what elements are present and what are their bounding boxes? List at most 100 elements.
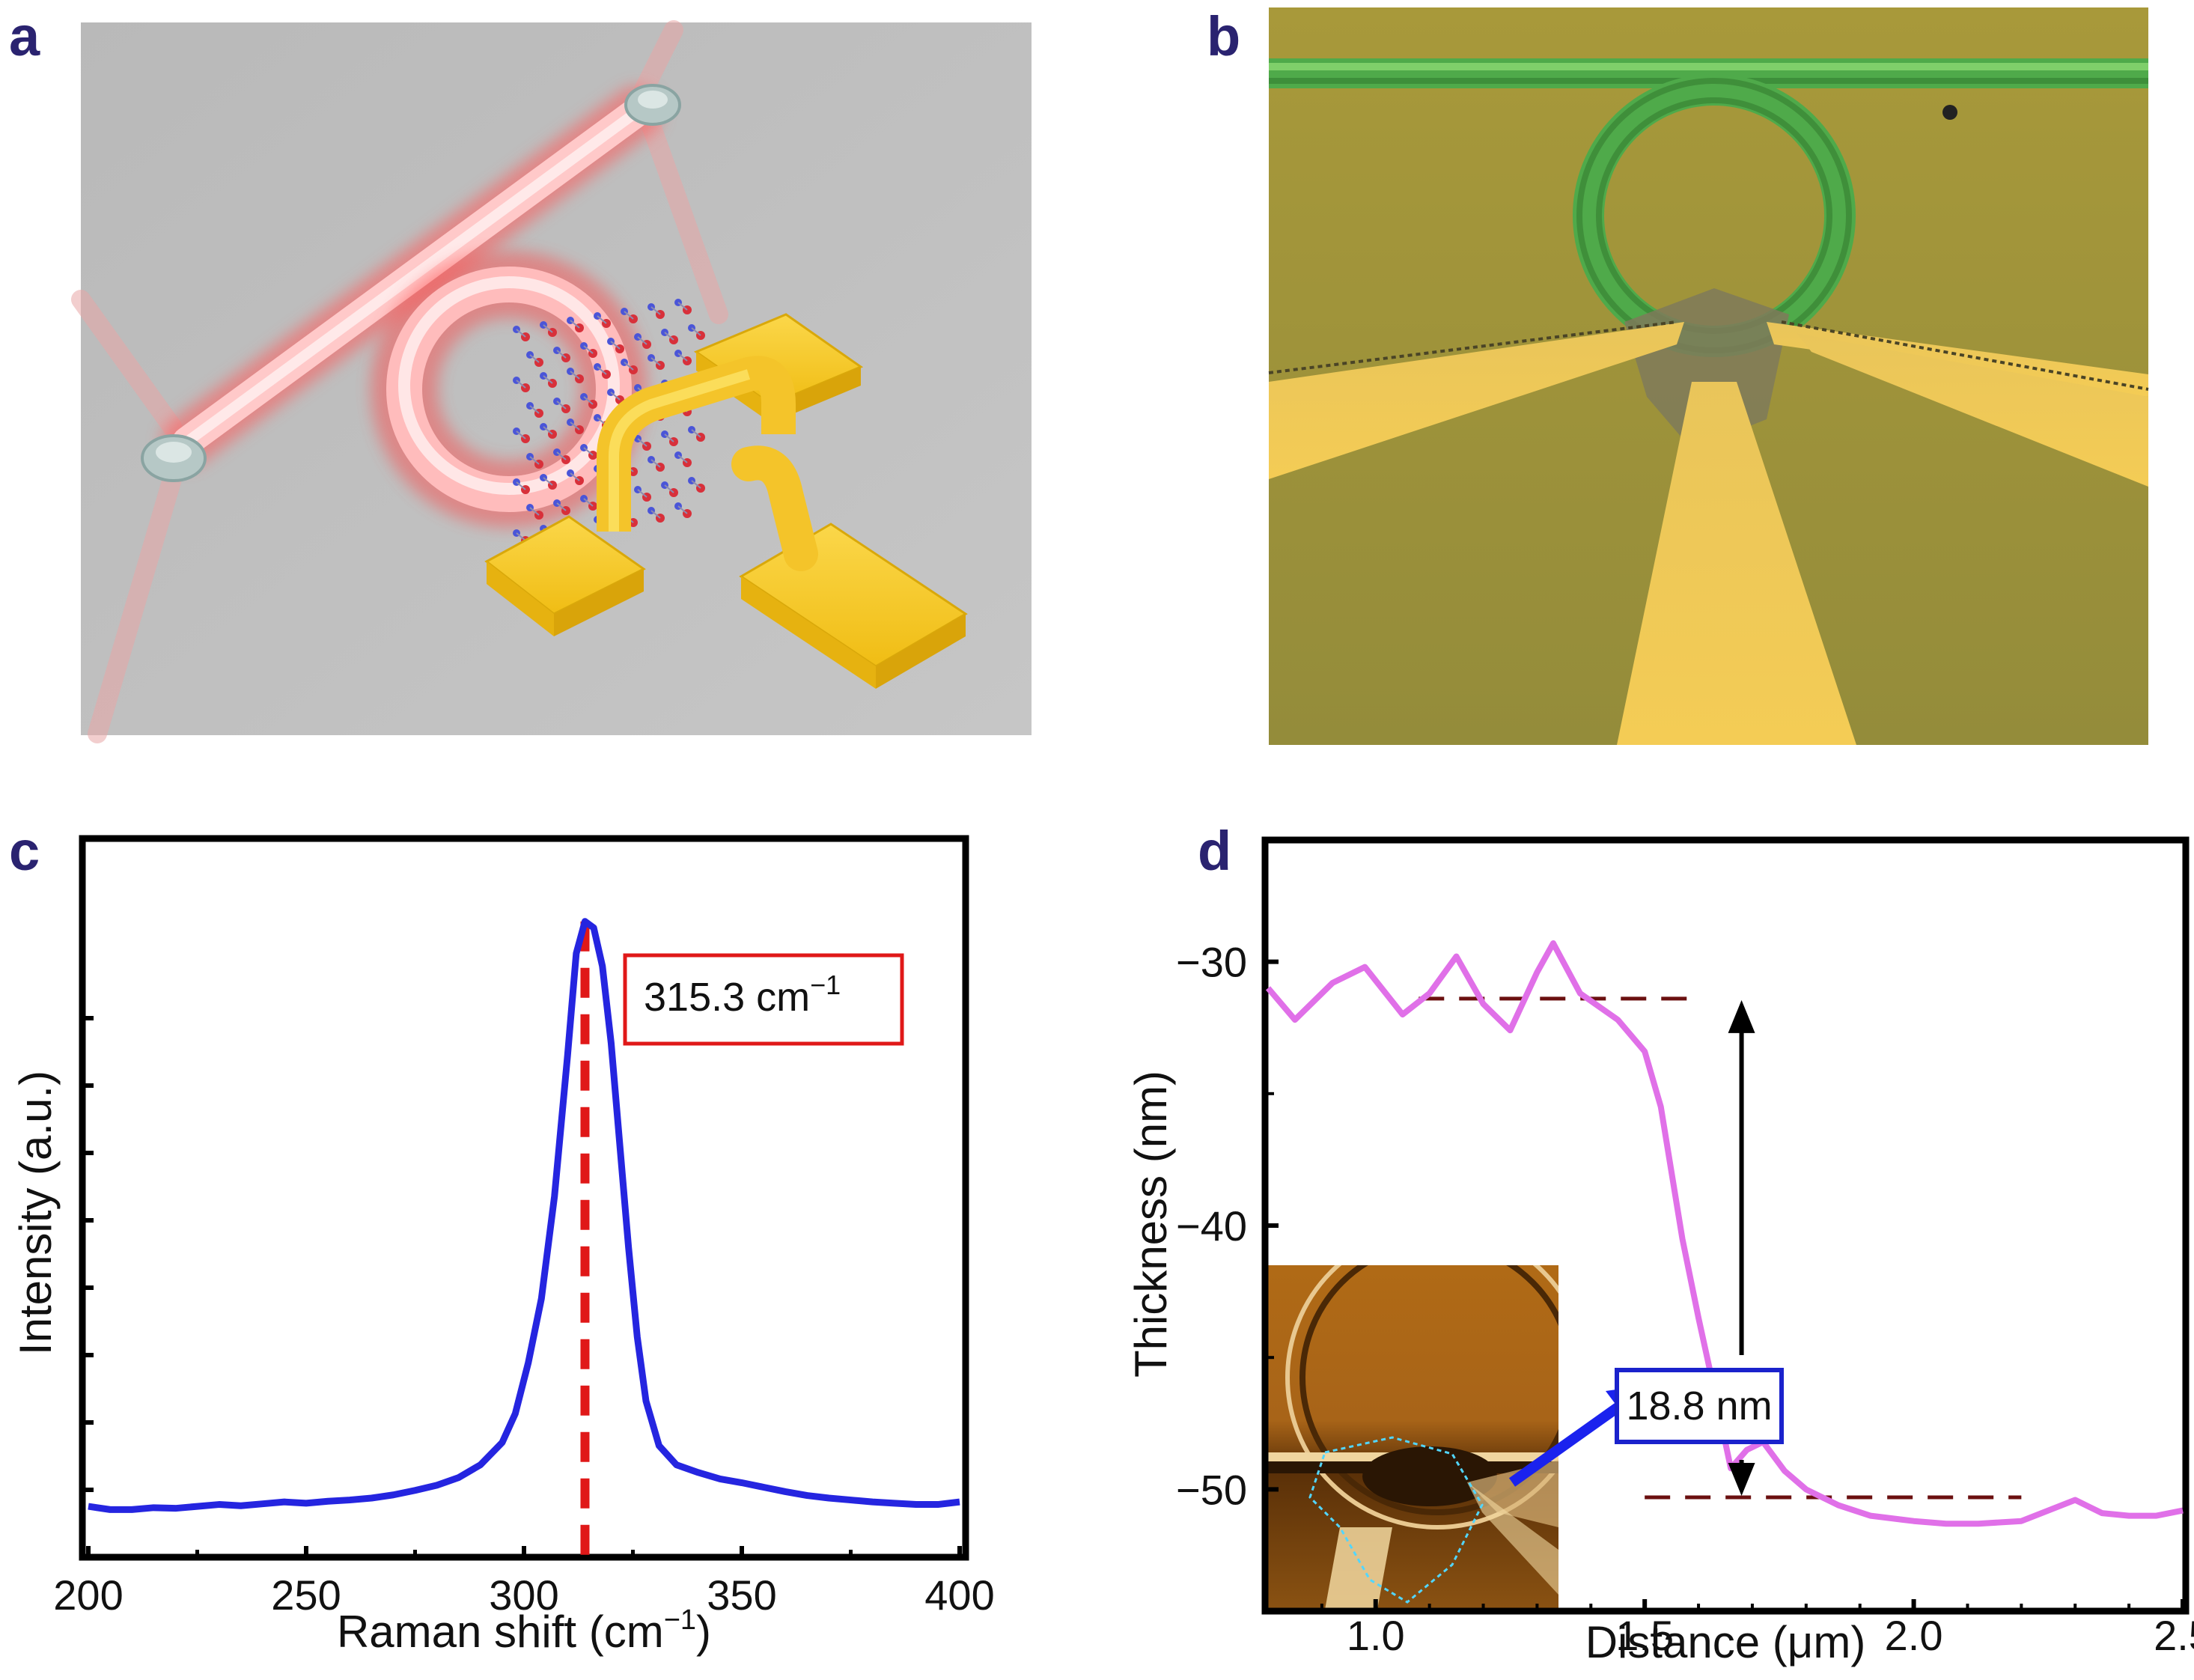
optical-micrograph — [1268, 7, 2149, 745]
lattice-bond — [610, 392, 621, 401]
panel-b: b — [1198, 0, 2194, 749]
panel-label-b: b — [1207, 5, 1241, 67]
lattice-bond — [624, 311, 634, 320]
raman-x-tick-label: 350 — [707, 1571, 776, 1619]
micrograph-dust — [1942, 105, 1957, 120]
lattice-bond — [543, 375, 553, 384]
raman-peak-label: 315.3 cm−1 — [644, 970, 841, 1020]
lattice-bond — [516, 532, 526, 541]
afm-step-arrows — [1728, 999, 1755, 1496]
afm-y-tick-label: −30 — [1176, 939, 1247, 986]
coupler-right — [624, 84, 681, 126]
lattice-bond — [516, 430, 526, 439]
lattice-bond — [664, 433, 674, 442]
lattice-bond — [570, 421, 580, 430]
lattice-bond — [677, 505, 688, 514]
raman-spectrum-line — [88, 918, 960, 1513]
lattice-bond — [543, 426, 553, 435]
coupler-left — [141, 434, 207, 482]
afm-y-tick-label: −50 — [1176, 1466, 1247, 1513]
afm-thickness-line — [1265, 940, 2184, 1527]
lattice-bond — [677, 302, 688, 311]
lattice-bond — [570, 371, 580, 380]
lattice-bond — [650, 306, 661, 315]
afm-arrowhead-lower — [1728, 1462, 1755, 1496]
panel-c: c 200 250 300 350 400 315.3 cm−1 Intensity (… — [0, 809, 1063, 1680]
raman-x-tick-label: 300 — [489, 1571, 558, 1619]
raman-x-axis-title: Raman shift (cm−1) — [337, 1604, 711, 1657]
afm-x-tick-labels: 1.0 1.5 2.0 2.5 — [1347, 1612, 2194, 1659]
lattice-bond — [691, 429, 701, 438]
raman-x-tick-label: 400 — [924, 1571, 994, 1619]
raman-x-tick-labels: 200 250 300 350 400 — [53, 1571, 994, 1619]
flake-outline — [1308, 1436, 1484, 1604]
lattice-bond — [543, 477, 553, 486]
afm-thickness-label: 18.8 nm — [1626, 1384, 1772, 1428]
afm-x-tick-label: 1.5 — [1615, 1612, 1674, 1659]
afm-chart: 1.0 1.5 2.0 2.5 −30 −40 −50 18.8 nm Thickness… — [1126, 836, 2194, 1667]
lattice-bond — [624, 362, 634, 371]
afm-inset-pointer-arrow — [1508, 1396, 1632, 1487]
afm-x-tick-label: 2.0 — [1885, 1612, 1943, 1659]
lattice-bond — [529, 507, 540, 516]
lattice-bond — [650, 510, 661, 519]
raman-peak-label-box — [623, 953, 904, 1046]
lattice-bond — [664, 484, 674, 493]
raman-chart: 200 250 300 350 400 315.3 cm−1 Intensity (a.… — [10, 835, 995, 1657]
ring-resonator — [371, 251, 647, 528]
lattice-bond — [529, 405, 540, 414]
lattice-bond — [543, 324, 553, 333]
panel-label-a: a — [9, 5, 40, 67]
lattice-bond — [583, 498, 594, 507]
lattice-bond — [597, 366, 607, 375]
lattice-bond — [664, 332, 674, 341]
lattice-bond — [556, 451, 567, 460]
panel-label-c: c — [9, 820, 40, 882]
afm-x-tick-label: 1.0 — [1347, 1612, 1405, 1659]
raman-x-tick-label: 250 — [271, 1571, 341, 1619]
lattice-bond — [610, 341, 621, 350]
lattice-bond — [529, 354, 540, 363]
panel-d: d — [1078, 809, 2194, 1680]
afm-x-axis-title: Distance (μm) — [1585, 1617, 1866, 1667]
lattice-bond — [637, 489, 647, 498]
raman-x-ticks — [86, 1546, 962, 1557]
gold-electrodes — [484, 313, 968, 689]
lattice-bond — [516, 329, 526, 338]
afm-y-tick-label: −40 — [1176, 1202, 1247, 1250]
lattice-bond — [597, 315, 607, 324]
lattice-bond — [637, 336, 647, 345]
panel-a: a — [0, 0, 1048, 749]
afm-y-axis-title: Thickness (nm) — [1126, 1071, 1176, 1378]
afm-x-ticks — [1320, 1599, 2185, 1611]
lattice-bond — [677, 353, 688, 362]
lattice-bond — [691, 327, 701, 336]
raman-x-tick-label: 200 — [53, 1571, 123, 1619]
afm-y-ticks — [1265, 959, 1279, 1492]
afm-y-tick-labels: −30 −40 −50 — [1176, 939, 1247, 1514]
waveguide-legs — [71, 20, 728, 743]
lattice-bond — [650, 459, 661, 468]
lattice-bond — [529, 456, 540, 465]
raman-y-ticks — [82, 1016, 94, 1492]
lattice-bond — [583, 396, 594, 405]
lattice-bond — [556, 401, 567, 410]
lattice-bond — [583, 345, 594, 354]
lattice-bond — [556, 502, 567, 511]
lattice-bond — [677, 454, 688, 463]
afm-thickness-box — [1615, 1368, 1784, 1444]
bus-waveguide — [161, 86, 662, 468]
lattice-bond — [650, 357, 661, 366]
device-rendering — [71, 20, 1032, 743]
panel-label-d: d — [1198, 820, 1232, 882]
lattice-bond — [570, 472, 580, 481]
afm-x-tick-label: 2.5 — [2154, 1612, 2194, 1659]
raman-y-axis-title: Intensity (a.u.) — [10, 1071, 61, 1355]
afm-arrowhead-upper — [1728, 999, 1755, 1033]
lattice-bond — [556, 350, 567, 359]
lattice-bond — [570, 320, 580, 329]
raman-plot-frame — [79, 835, 969, 1561]
afm-inset — [1265, 1265, 1558, 1610]
lattice-bond — [516, 380, 526, 389]
lattice-bond — [516, 481, 526, 490]
